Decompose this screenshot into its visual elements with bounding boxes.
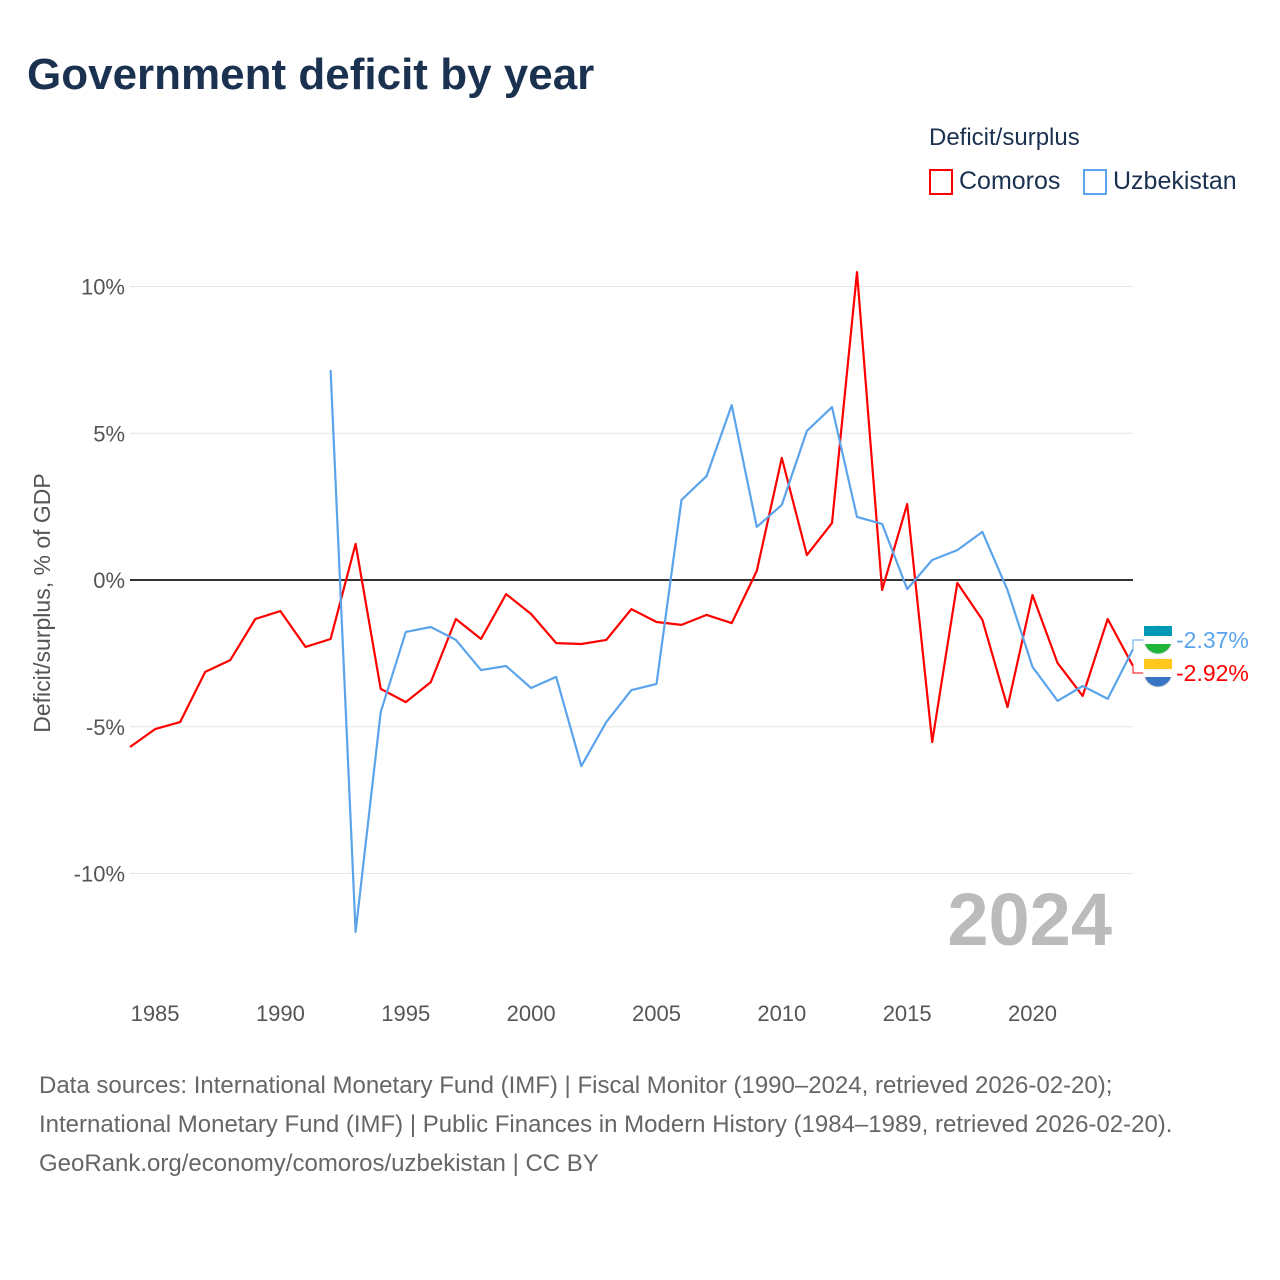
legend-item-comoros[interactable]: Comoros [929, 167, 1060, 196]
legend-swatch [929, 168, 953, 195]
series-line-comoros [129, 271, 1134, 748]
y-tick-label: -5% [86, 715, 125, 740]
y-axis-label: Deficit/surplus, % of GDP [29, 473, 55, 732]
flag-stripe [1144, 636, 1172, 644]
x-tick-label: 2005 [632, 1001, 681, 1026]
series-line-uzbekistan [329, 370, 1134, 934]
legend-title: Deficit/surplus [929, 124, 1080, 151]
x-tick-label: 2000 [507, 1001, 556, 1026]
legend-swatch [1083, 168, 1107, 195]
flag-stripe [1144, 669, 1172, 677]
flag-stripe [1144, 626, 1172, 636]
x-tick-label: 2020 [1008, 1001, 1057, 1026]
end-connector [1132, 665, 1143, 674]
legend-label: Comoros [959, 167, 1061, 195]
x-tick-label: 2015 [883, 1001, 932, 1026]
x-tick-label: 2010 [757, 1001, 806, 1026]
x-tick-label: 1985 [131, 1001, 180, 1026]
year-watermark: 2024 [947, 878, 1112, 961]
y-tick-label: -10% [74, 862, 125, 887]
line-chart: Deficit/surplus, % of GDP 2024 10% 5% 0% -5… [29, 271, 1249, 1026]
chart-title: Government deficit by year [27, 50, 595, 99]
flag-stripe [1144, 659, 1172, 669]
y-tick-label: 10% [81, 275, 125, 300]
credit-link[interactable]: GeoRank.org/economy/comoros/uzbekistan |… [39, 1150, 599, 1177]
end-value-label: -2.92% [1176, 660, 1249, 686]
legend-item-uzbekistan[interactable]: Uzbekistan [1083, 167, 1237, 196]
data-sources: Data sources: International Monetary Fun… [39, 1072, 1173, 1138]
y-tick-label: 5% [93, 421, 125, 446]
x-tick-label: 1995 [381, 1001, 430, 1026]
end-value-label: -2.37% [1176, 627, 1249, 653]
footer: Data sources: International Monetary Fun… [39, 1066, 1239, 1183]
x-tick-label: 1990 [256, 1001, 305, 1026]
end-connector [1132, 639, 1143, 650]
y-tick-label: 0% [93, 568, 125, 593]
legend-label: Uzbekistan [1113, 167, 1237, 195]
